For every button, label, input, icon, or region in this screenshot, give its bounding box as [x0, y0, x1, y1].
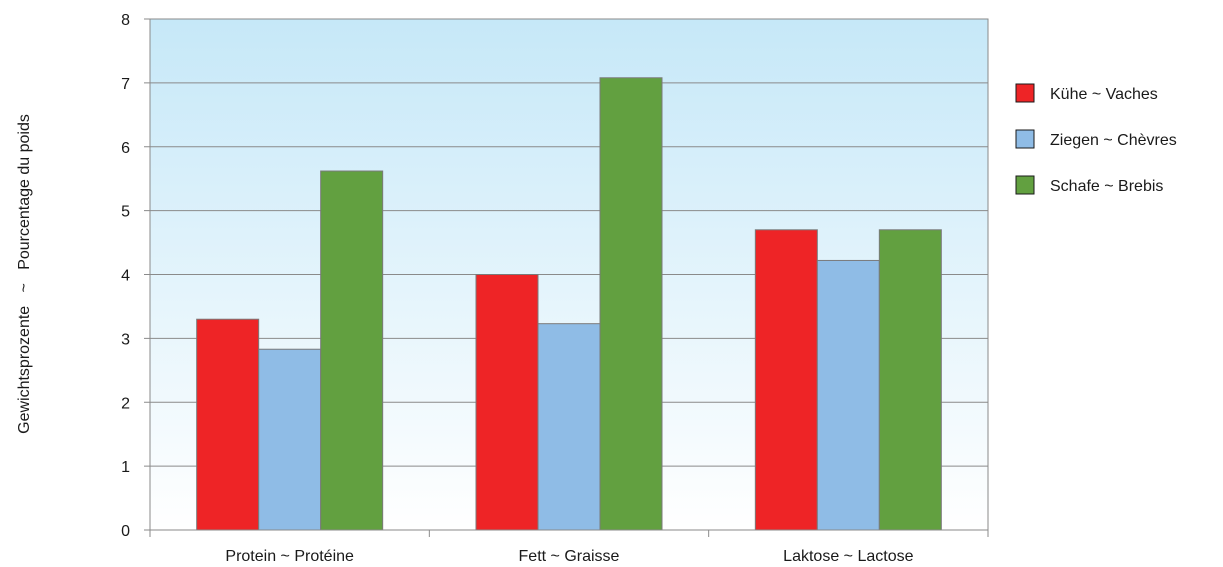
legend-label: Kühe ~ Vaches — [1050, 86, 1158, 103]
legend-label: Ziegen ~ Chèvres — [1050, 132, 1177, 149]
y-tick-label: 1 — [121, 459, 130, 476]
legend-swatch — [1015, 129, 1035, 149]
bar — [816, 259, 880, 531]
bar — [878, 229, 942, 531]
bar — [599, 77, 663, 531]
y-tick-label: 2 — [121, 395, 130, 412]
bar — [537, 323, 601, 531]
bar — [258, 348, 322, 531]
y-tick-label: 4 — [121, 268, 130, 285]
x-category-label: Protein ~ Protéine — [225, 548, 354, 565]
legend-swatch — [1015, 83, 1035, 103]
bar — [475, 274, 539, 531]
y-tick-label: 5 — [121, 204, 130, 221]
bar — [754, 229, 818, 531]
legend-label: Schafe ~ Brebis — [1050, 178, 1163, 195]
bar — [320, 170, 384, 531]
y-tick-label: 0 — [121, 523, 130, 540]
y-tick-label: 6 — [121, 140, 130, 157]
y-tick-label: 8 — [121, 12, 130, 29]
legend-swatch — [1015, 175, 1035, 195]
y-axis-label: Gewichtsprozente ~ Pourcentage du poids — [16, 114, 33, 434]
y-tick-label: 7 — [121, 76, 130, 93]
bar — [196, 318, 260, 531]
x-category-label: Laktose ~ Lactose — [783, 548, 913, 565]
x-category-label: Fett ~ Graisse — [519, 548, 620, 565]
y-tick-label: 3 — [121, 331, 130, 348]
legend: Kühe ~ Vaches Ziegen ~ Chèvres Schafe ~ Br… — [1015, 83, 1177, 195]
